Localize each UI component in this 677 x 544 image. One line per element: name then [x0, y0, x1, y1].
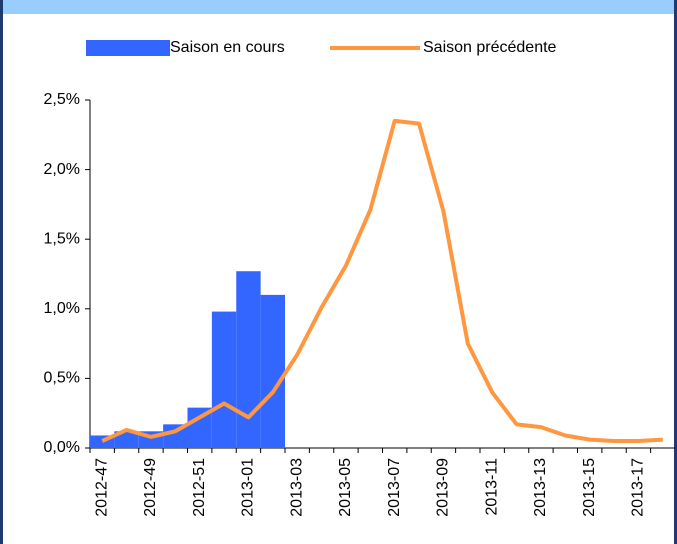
right-border — [674, 0, 677, 544]
left-border — [0, 0, 3, 544]
x-tick-label: 2013-07 — [386, 458, 403, 517]
line — [101, 118, 663, 444]
x-tick-label: 2013-13 — [532, 458, 549, 517]
x-tick-label: 2013-15 — [581, 458, 598, 517]
legend-label: Saison précédente — [423, 39, 557, 56]
bar — [211, 311, 237, 448]
x-tick-label: 2013-03 — [288, 458, 305, 517]
x-tick-label: 2013-09 — [435, 458, 452, 517]
bar — [260, 294, 285, 448]
y-tick-label: 1,0% — [44, 300, 80, 317]
x-tick-label: 2013-05 — [337, 458, 354, 517]
x-tick-label: 2012-47 — [93, 458, 110, 517]
bar — [114, 431, 139, 448]
header-band — [0, 0, 677, 14]
x-tick-label: 2013-01 — [240, 458, 257, 517]
y-tick-label: 2,0% — [44, 161, 80, 178]
x-tick-label: 2012-49 — [142, 458, 159, 517]
x-tick-label: 2013-17 — [630, 458, 647, 517]
y-tick-label: 1,5% — [44, 230, 80, 247]
y-tick-label: 2,5% — [44, 91, 80, 108]
legend-swatch — [86, 40, 170, 56]
y-tick-label: 0,0% — [44, 439, 80, 456]
y-tick-label: 0,5% — [44, 370, 80, 387]
bar — [163, 424, 188, 448]
x-tick-label: 2013-11 — [483, 458, 500, 516]
legend-label: Saison en cours — [170, 39, 285, 56]
x-tick-label: 2012-51 — [191, 458, 208, 517]
bar — [236, 271, 261, 448]
